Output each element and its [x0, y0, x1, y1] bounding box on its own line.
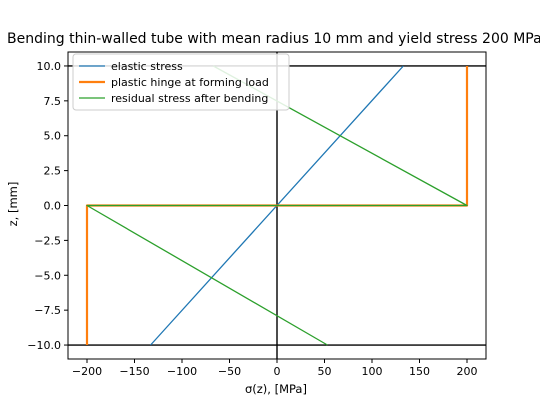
y-tick-label: 2.5 [44, 165, 62, 178]
y-tick-label: 7.5 [44, 95, 62, 108]
x-tick-label: −150 [119, 365, 149, 378]
legend: elastic stress plastic hinge at forming l… [72, 53, 290, 111]
y-axis: −10.0 −7.5 −5.0 −2.5 0.0 2.5 5.0 7.5 10.0 [27, 60, 68, 352]
legend-entry-label: elastic stress [111, 60, 183, 73]
y-tick-label: 0.0 [44, 200, 62, 213]
x-tick-label: 100 [362, 365, 383, 378]
y-tick-label: −7.5 [34, 304, 61, 317]
x-tick-label: 200 [457, 365, 478, 378]
series-line-3 [86, 65, 468, 346]
x-tick-label: −50 [218, 365, 241, 378]
legend-entry-label: residual stress after bending [111, 92, 268, 105]
x-axis: −200 −150 −100 −50 0 50 100 150 200 [72, 359, 478, 378]
y-tick-label: 10.0 [37, 60, 62, 73]
y-axis-label: z, [mm] [6, 182, 20, 227]
y-tick-label: −10.0 [27, 339, 61, 352]
y-tick-label: 5.0 [44, 130, 62, 143]
x-axis-label: σ(z), [MPa] [245, 382, 307, 396]
y-tick-label: −5.0 [34, 269, 61, 282]
legend-box [72, 53, 290, 111]
y-tick-label: −2.5 [34, 234, 61, 247]
x-tick-label: 150 [409, 365, 430, 378]
chart-title: Bending thin-walled tube with mean radiu… [7, 31, 540, 47]
x-tick-label: 50 [318, 365, 332, 378]
x-tick-label: 0 [274, 365, 281, 378]
x-tick-label: −200 [72, 365, 102, 378]
x-tick-label: −100 [167, 365, 197, 378]
legend-entry-label: plastic hinge at forming load [111, 76, 269, 89]
